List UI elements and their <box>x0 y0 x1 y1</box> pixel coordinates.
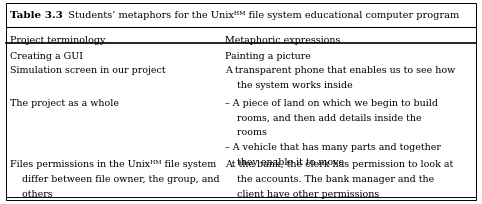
Text: The project as a whole: The project as a whole <box>10 98 119 107</box>
Text: the system works inside: the system works inside <box>225 80 353 89</box>
Text: others: others <box>10 189 52 198</box>
Text: client have other permissions: client have other permissions <box>225 189 379 198</box>
Text: At the bank, the clerk has permission to look at: At the bank, the clerk has permission to… <box>225 160 454 169</box>
Text: differ between file owner, the group, and: differ between file owner, the group, an… <box>10 174 219 183</box>
Text: the accounts. The bank manager and the: the accounts. The bank manager and the <box>225 174 434 183</box>
Text: Simulation screen in our project: Simulation screen in our project <box>10 66 165 75</box>
Text: Creating a GUI: Creating a GUI <box>10 51 82 60</box>
Text: rooms, and then add details inside the: rooms, and then add details inside the <box>225 113 422 122</box>
Text: Project terminology: Project terminology <box>10 36 105 45</box>
Text: Table 3.3: Table 3.3 <box>10 11 62 20</box>
Text: Painting a picture: Painting a picture <box>225 51 311 60</box>
Text: rooms: rooms <box>225 128 267 137</box>
Text: A transparent phone that enables us to see how: A transparent phone that enables us to s… <box>225 66 455 75</box>
Text: Students’ metaphors for the Unixᴴᴹ file system educational computer program: Students’ metaphors for the Unixᴴᴹ file … <box>62 11 459 20</box>
Text: Metaphoric expressions: Metaphoric expressions <box>225 36 340 45</box>
Text: – A vehicle that has many parts and together: – A vehicle that has many parts and toge… <box>225 142 441 151</box>
Text: they enable it to move: they enable it to move <box>225 157 344 166</box>
Text: Files permissions in the Unixᴴᴹ file system: Files permissions in the Unixᴴᴹ file sys… <box>10 160 216 169</box>
Text: – A piece of land on which we begin to build: – A piece of land on which we begin to b… <box>225 98 438 107</box>
